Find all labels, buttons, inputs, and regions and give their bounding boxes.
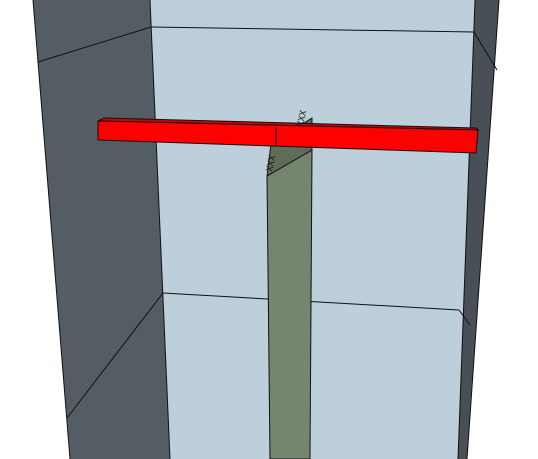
- beam-front-face: [97, 120, 479, 154]
- upper-marker-text: XXX: [296, 109, 309, 128]
- lower-marker: XXX: [265, 154, 278, 173]
- back-wall[interactable]: [150, 0, 475, 459]
- red-beam[interactable]: [97, 117, 480, 154]
- upper-marker: XXX: [296, 109, 309, 128]
- left-wall[interactable]: [33, 0, 170, 459]
- column-front-face: [266, 149, 313, 459]
- lower-marker-text: XXX: [265, 154, 278, 173]
- right-wall[interactable]: [458, 0, 499, 459]
- wall-edges: [32, 0, 500, 459]
